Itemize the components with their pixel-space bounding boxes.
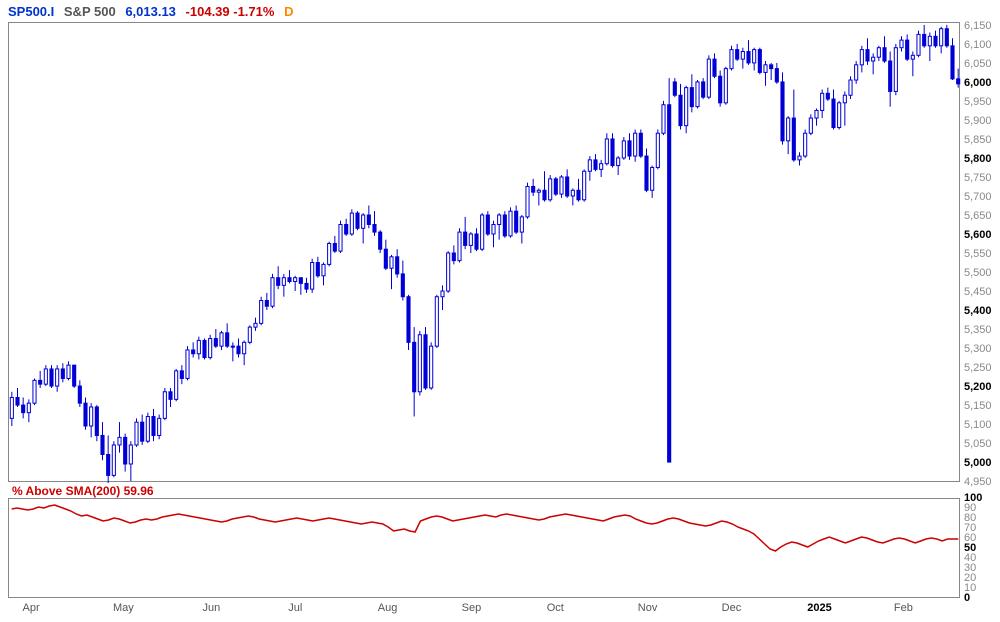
timeframe[interactable]: D <box>284 4 293 19</box>
chart-container: SP500.I S&P 500 6,013.13 -104.39 -1.71% … <box>0 0 1000 622</box>
price-change: -104.39 -1.71% <box>186 4 275 19</box>
instrument-name: S&P 500 <box>64 4 116 19</box>
xaxis-labels: AprMayJunJulAugSepOctNovDec2025Feb <box>8 602 960 618</box>
price-yaxis-labels: 5,0005,2005,4005,6005,8006,0004,9505,050… <box>964 22 1000 482</box>
price-chart-panel[interactable] <box>8 22 960 482</box>
candlestick-svg <box>9 23 961 483</box>
indicator-yaxis-labels: 0501001020304060708090 <box>964 498 994 598</box>
indicator-svg <box>9 499 961 599</box>
indicator-chart-panel[interactable] <box>8 498 960 598</box>
symbol[interactable]: SP500.I <box>8 4 54 19</box>
chart-header: SP500.I S&P 500 6,013.13 -104.39 -1.71% … <box>8 4 299 19</box>
indicator-label: % Above SMA(200) 59.96 <box>12 484 154 498</box>
last-price: 6,013.13 <box>125 4 176 19</box>
